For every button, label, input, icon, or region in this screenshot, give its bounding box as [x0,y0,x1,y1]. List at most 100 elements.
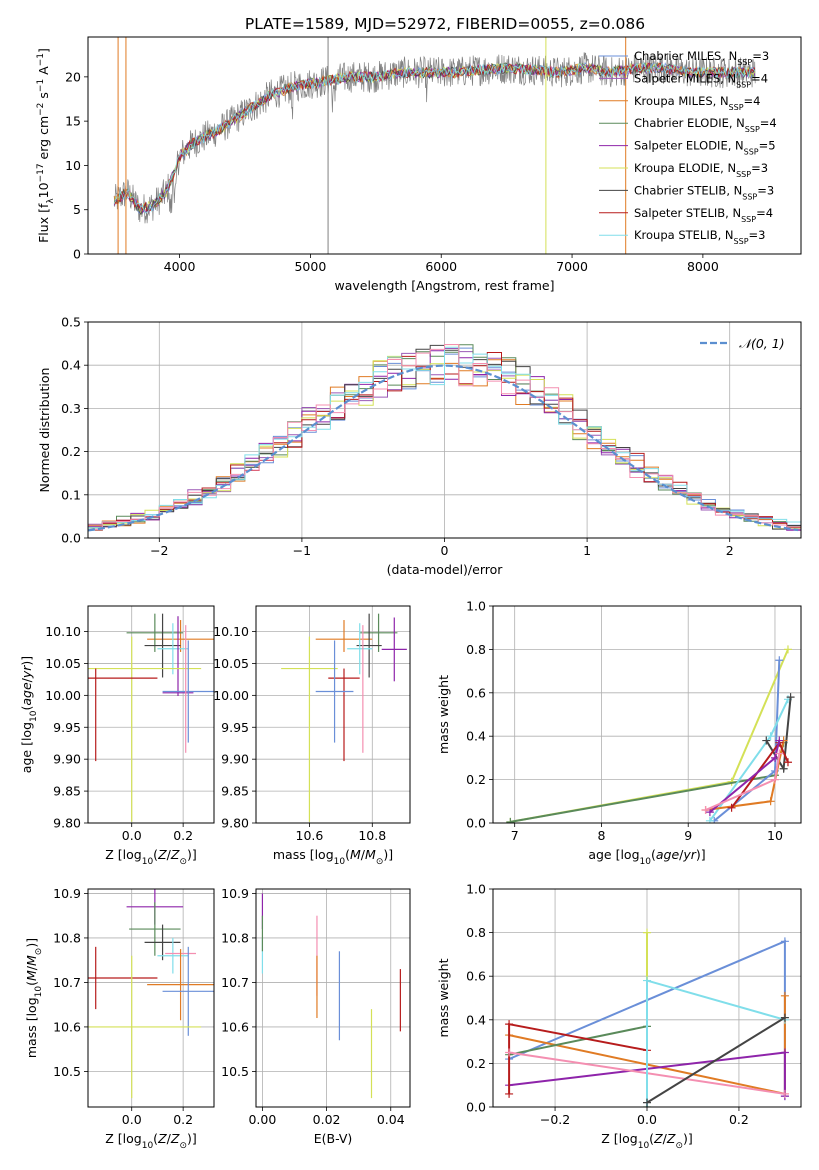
x-tick-label: 9 [684,828,692,843]
age-vs-metallicity-panel: 0.0 0.2 9.80 9.85 9.90 9.95 10.00 10.05 10.10 Z [… [19,605,215,867]
residual-histogram-step [88,344,801,530]
y-tick-label: 0.4 [61,358,81,373]
errorbar-point-chabrier-stelib [144,613,181,678]
x-axis-label: (data-model)/error [387,562,504,577]
massweight-marker [643,1098,651,1107]
y-tick-label: 9.90 [53,752,81,767]
massweight-marker [783,758,792,767]
plot-area [113,37,756,254]
massweight-marker [505,1020,514,1029]
errorbar-point-salpeter-stelib [88,946,158,1010]
y-tick-label: 9.85 [221,784,249,799]
x-tick-label: −2 [150,543,168,558]
massweight-marker [770,775,779,784]
y-tick-label: 10.6 [221,1019,249,1034]
axes-frame [255,605,411,824]
y-tick-label: 0 [73,247,81,262]
errorbar-point-chabrier-elodie [129,902,181,956]
errorbar-point-chabrier-miles [315,640,354,743]
y-tick-label: 10.00 [213,688,249,703]
x-tick-label: 6000 [425,259,457,274]
y-tick-label: 10.8 [53,930,81,945]
y-tick-label: 0.4 [466,1012,486,1027]
errorbar-point-kroupa-elodie [88,636,202,822]
legend-label-kroupa-stelib: Kroupa STELIB, NSSP=3 [634,228,765,246]
y-tick-label: 10.9 [221,886,249,901]
massweight-marker [705,816,714,823]
y-tick-label: 10.10 [45,624,81,639]
massweight-marker [775,736,784,745]
y-tick-label: 0.2 [61,444,81,459]
massweight-marker [780,1013,789,1022]
massweight-marker [786,693,795,702]
massweight-vs-age-panel: 7 8 9 10 0.0 0.2 0.4 0.6 0.8 1.0 age [log10(age/yr… [436,599,802,867]
axes-frame [87,321,802,539]
y-tick-label: 0.1 [61,487,81,502]
mass-vs-metallicity-panel: 0.0 0.2 10.5 10.6 10.7 10.8 10.9 Z [log10(Z/Z⊙)… [24,886,215,1151]
x-tick-label: 0.02 [313,1112,341,1127]
y-tick-label: 0.8 [466,642,486,657]
y-tick-label: 0.4 [466,729,486,744]
y-tick-label: 10.10 [213,624,249,639]
y-tick-label: 10.7 [53,975,81,990]
errorbar-point-kroupa-stelib [157,623,189,675]
massweight-marker [780,1048,789,1057]
x-tick-label: 0.2 [729,1112,749,1127]
x-tick-label: 8000 [687,259,719,274]
y-tick-label: 9.80 [221,816,249,831]
y-tick-label: 0.5 [61,315,81,330]
errorbar-point-chabrier-miles [162,946,214,1036]
x-tick-label: 0 [441,543,449,558]
massweight-marker [779,764,788,773]
massweight-marker [505,1089,514,1098]
y-tick-label: 9.95 [53,720,81,735]
residual-histogram-panel: −2 −1 0 1 2 0.0 0.1 0.2 0.3 0.4 0.5 𝒩(0, 1) (data-mo… [37,315,802,577]
errorbar-point-kroupa-miles [147,949,214,1021]
y-tick-label: 9.95 [221,720,249,735]
axes-frame [492,605,802,824]
errorbar-point-salpeter-stelib [328,668,360,762]
x-axis-label: age [log10(age/yr)] [588,847,705,867]
massweight-marker [775,749,784,758]
legend-label-chabrier-miles: Chabrier MILES, NSSP=3 [634,49,769,67]
residual-histogram-step [88,346,801,531]
plot-area [505,928,789,1107]
y-axis-label: Flux [fλ10−17 erg cm−2 s−1 A−1] [36,48,56,243]
x-axis-label: Z [log10(Z/Z⊙)] [601,1131,693,1151]
massweight-marker [780,937,789,946]
y-tick-label: 10.05 [45,656,81,671]
x-tick-label: 8 [597,828,605,843]
massweight-marker [766,732,775,741]
errorbar-point-salpeter-stelib [88,668,158,762]
mass-vs-ebv-panel: 0.00 0.02 0.04 10.5 10.6 10.7 10.8 10.9 E(B-V) [221,886,411,1146]
x-tick-label: 5000 [294,259,326,274]
massweight-marker [505,1048,514,1057]
plot-area [281,613,407,822]
x-tick-label: 1 [583,543,591,558]
y-tick-label: 9.85 [53,784,81,799]
plot-area [88,889,214,1099]
x-tick-label: 2 [726,543,734,558]
massweight-marker [701,805,710,814]
x-tick-label: 10.6 [296,828,324,843]
x-tick-label: 0.2 [173,1112,193,1127]
plot-area [506,645,795,823]
x-tick-label: 7 [511,828,519,843]
y-tick-label: 10.5 [53,1064,81,1079]
legend-label-kroupa-miles: Kroupa MILES, NSSP=4 [634,94,760,112]
x-axis-label: Z [log10(Z/Z⊙)] [105,1131,197,1151]
y-tick-label: 15 [65,114,81,129]
y-tick-label: 1.0 [466,599,486,614]
massweight-marker [762,736,771,745]
massweight-line-chabrier-elodie [508,1025,648,1056]
x-axis-label: Z [log10(Z/Z⊙)] [105,847,197,867]
y-tick-label: 0.6 [466,685,486,700]
y-tick-label: 5 [73,202,81,217]
x-tick-label: 4000 [164,259,196,274]
plot-area [88,613,214,822]
errorbar-point-kroupa-stelib [157,937,189,974]
axes-frame [87,36,802,255]
legend-label-kroupa-elodie: Kroupa ELODIE, NSSP=3 [634,161,768,179]
plot-area [261,893,401,1099]
